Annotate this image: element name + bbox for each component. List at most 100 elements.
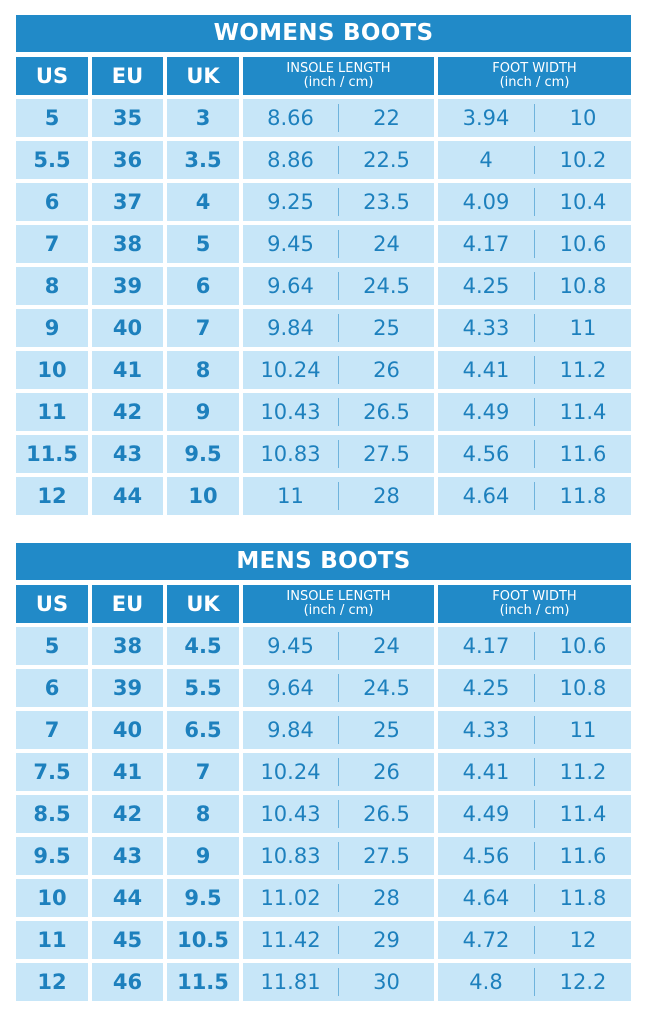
- cell-insole-inch: 10.83: [260, 442, 321, 466]
- cell-insole-inch: 11.81: [260, 970, 321, 994]
- header-us: US: [16, 585, 88, 623]
- cell-uk: 6.5: [167, 711, 239, 749]
- cell-insole: 11.81 30: [243, 963, 434, 1001]
- cell-insole: 10.24 26: [243, 351, 434, 389]
- cell-eu: 46: [92, 963, 163, 1001]
- cell-foot-cm: 10.4: [559, 190, 607, 214]
- header-foot: FOOT WIDTH (inch / cm): [438, 57, 631, 95]
- cell-uk: 9.5: [167, 879, 239, 917]
- cell-insole-inch: 10.24: [260, 358, 321, 382]
- cell-eu: 41: [92, 753, 163, 791]
- cell-insole-inch: 9.84: [267, 316, 314, 340]
- cell-divider: [534, 968, 535, 996]
- cell-insole-cm: 26.5: [363, 802, 410, 826]
- cell-divider: [338, 800, 339, 828]
- cell-insole: 9.25 23.5: [243, 183, 434, 221]
- cell-divider: [338, 842, 339, 870]
- cell-insole: 10.24 26: [243, 753, 434, 791]
- header-insole-label: INSOLE LENGTH: [286, 589, 391, 604]
- cell-insole-inch: 11.02: [260, 886, 321, 910]
- cell-us: 11.5: [16, 435, 88, 473]
- cell-foot-inch: 4.41: [462, 358, 510, 382]
- cell-foot: 4.41 11.2: [438, 351, 631, 389]
- cell-divider: [534, 482, 535, 510]
- cell-insole: 9.45 24: [243, 627, 434, 665]
- cell-foot: 3.94 10: [438, 99, 631, 137]
- cell-divider: [534, 758, 535, 786]
- cell-foot: 4.56 11.6: [438, 837, 631, 875]
- cell-insole: 8.66 22: [243, 99, 434, 137]
- cell-foot-inch: 4.49: [462, 400, 510, 424]
- cell-insole-cm: 28: [373, 886, 400, 910]
- cell-eu: 42: [92, 393, 163, 431]
- cell-foot-inch: 4: [479, 148, 493, 172]
- cell-us: 12: [16, 963, 88, 1001]
- size-grid: US EU UK INSOLE LENGTH (inch / cm) FOOT WIDTH…: [16, 585, 631, 1001]
- cell-eu: 40: [92, 309, 163, 347]
- cell-insole: 9.64 24.5: [243, 669, 434, 707]
- cell-foot: 4 10.2: [438, 141, 631, 179]
- cell-eu: 43: [92, 435, 163, 473]
- cell-divider: [338, 968, 339, 996]
- cell-foot-inch: 4.41: [462, 760, 510, 784]
- cell-us: 7: [16, 711, 88, 749]
- cell-insole-inch: 10.24: [260, 760, 321, 784]
- cell-insole-inch: 10.43: [260, 802, 321, 826]
- header-foot-units: (inch / cm): [499, 603, 570, 618]
- cell-divider: [534, 146, 535, 174]
- cell-foot-cm: 11.2: [559, 358, 607, 382]
- cell-foot-cm: 11.8: [559, 484, 607, 508]
- table-title: WOMENS BOOTS: [16, 15, 631, 52]
- cell-foot: 4.17 10.6: [438, 627, 631, 665]
- cell-uk: 9: [167, 837, 239, 875]
- cell-uk: 4.5: [167, 627, 239, 665]
- cell-us: 5: [16, 99, 88, 137]
- cell-insole-inch: 11: [277, 484, 304, 508]
- cell-insole-cm: 26: [373, 358, 400, 382]
- cell-insole-inch: 9.25: [267, 190, 314, 214]
- cell-divider: [338, 440, 339, 468]
- cell-divider: [534, 842, 535, 870]
- cell-uk: 4: [167, 183, 239, 221]
- cell-divider: [338, 356, 339, 384]
- cell-foot-inch: 4.56: [462, 844, 510, 868]
- cell-foot-cm: 11.8: [559, 886, 607, 910]
- cell-foot: 4.64 11.8: [438, 477, 631, 515]
- cell-insole-cm: 24.5: [363, 274, 410, 298]
- header-insole: INSOLE LENGTH (inch / cm): [243, 57, 434, 95]
- cell-insole-cm: 25: [373, 718, 400, 742]
- cell-foot-inch: 4.09: [462, 190, 510, 214]
- cell-divider: [534, 188, 535, 216]
- cell-foot-cm: 10.2: [559, 148, 607, 172]
- cell-foot: 4.33 11: [438, 711, 631, 749]
- cell-eu: 41: [92, 351, 163, 389]
- cell-insole: 11 28: [243, 477, 434, 515]
- header-uk: UK: [167, 57, 239, 95]
- cell-foot: 4.64 11.8: [438, 879, 631, 917]
- cell-uk: 3.5: [167, 141, 239, 179]
- cell-uk: 9.5: [167, 435, 239, 473]
- cell-insole: 11.42 29: [243, 921, 434, 959]
- cell-eu: 35: [92, 99, 163, 137]
- cell-divider: [338, 674, 339, 702]
- cell-uk: 6: [167, 267, 239, 305]
- cell-uk: 10: [167, 477, 239, 515]
- cell-divider: [338, 188, 339, 216]
- cell-divider: [534, 230, 535, 258]
- cell-insole-cm: 22: [373, 106, 400, 130]
- cell-foot-cm: 11.4: [559, 400, 607, 424]
- cell-insole-cm: 28: [373, 484, 400, 508]
- cell-eu: 39: [92, 669, 163, 707]
- cell-foot-cm: 12.2: [559, 970, 607, 994]
- cell-us: 8: [16, 267, 88, 305]
- cell-foot-inch: 4.33: [462, 316, 510, 340]
- cell-uk: 5: [167, 225, 239, 263]
- cell-divider: [534, 314, 535, 342]
- cell-eu: 43: [92, 837, 163, 875]
- cell-us: 11: [16, 921, 88, 959]
- cell-foot-inch: 3.94: [462, 106, 510, 130]
- cell-foot-inch: 4.8: [469, 970, 503, 994]
- cell-foot-cm: 11.4: [559, 802, 607, 826]
- cell-insole: 9.84 25: [243, 711, 434, 749]
- header-insole-units: (inch / cm): [303, 75, 374, 90]
